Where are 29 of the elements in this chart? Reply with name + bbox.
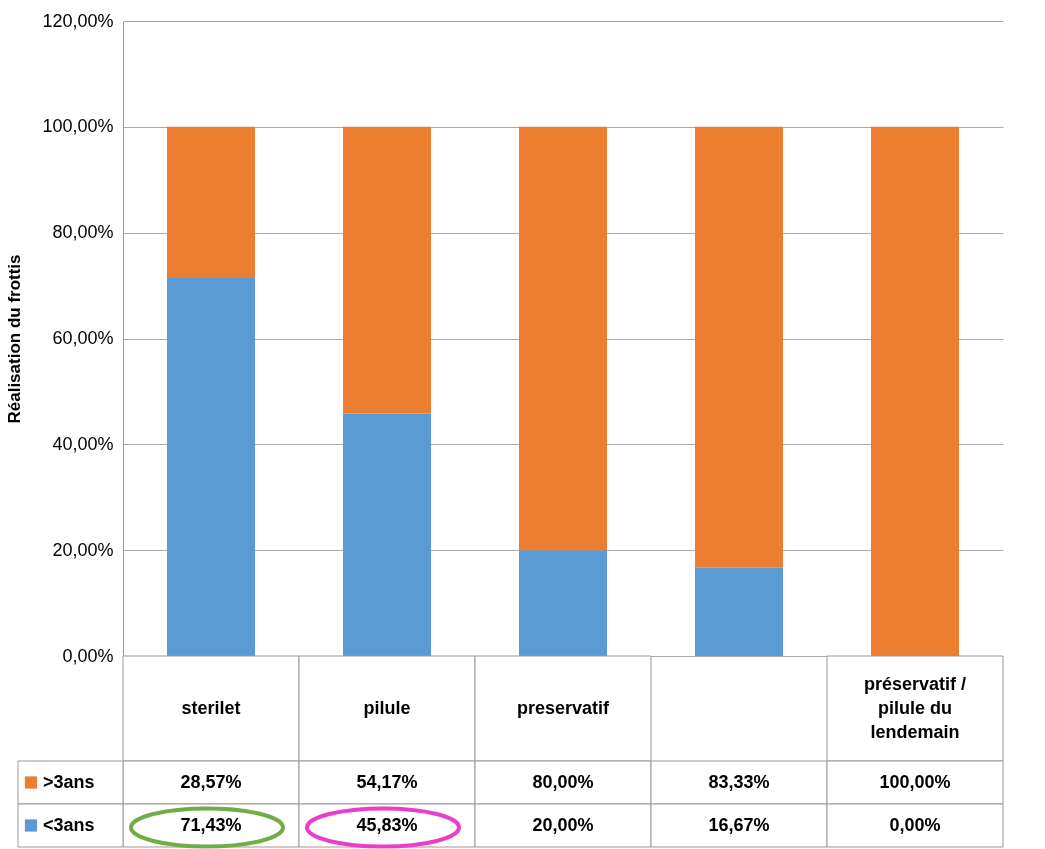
data-label: 71,43% bbox=[180, 814, 242, 835]
data-label: 16,67% bbox=[708, 814, 770, 835]
y-tick-label: 20,00% bbox=[52, 539, 114, 560]
data-label: 100,00% bbox=[879, 771, 951, 792]
bar bbox=[695, 567, 783, 656]
bar bbox=[167, 126, 255, 279]
y-tick-label: 40,00% bbox=[52, 433, 114, 454]
data-label: 28,57% bbox=[180, 771, 242, 792]
legend-label: >3ans bbox=[43, 771, 95, 792]
data-label: 80,00% bbox=[532, 771, 594, 792]
x-tick-label: préservatif / pilule du lendemain bbox=[863, 673, 967, 742]
x-tick-label: preservatif bbox=[516, 697, 611, 718]
bar bbox=[695, 126, 783, 568]
data-label: 45,83% bbox=[356, 814, 418, 835]
y-axis-title: Réalisation du frottis bbox=[5, 254, 25, 424]
y-tick-label: 60,00% bbox=[52, 328, 114, 348]
y-tick-label: 120,00% bbox=[42, 10, 114, 31]
y-tick-label: 0,00% bbox=[62, 645, 114, 666]
x-tick-label: sterilet bbox=[181, 697, 241, 718]
x-tick-label: pilule bbox=[363, 697, 411, 718]
bar bbox=[519, 126, 607, 551]
data-label: 20,00% bbox=[532, 814, 594, 835]
data-label: 83,33% bbox=[708, 771, 770, 792]
y-tick-label: 100,00% bbox=[42, 116, 114, 137]
data-label: 0,00% bbox=[889, 814, 941, 835]
legend-label: <3ans bbox=[43, 814, 95, 835]
bar bbox=[343, 126, 431, 414]
y-tick-label: 80,00% bbox=[52, 222, 114, 243]
data-label: 54,17% bbox=[356, 771, 418, 792]
